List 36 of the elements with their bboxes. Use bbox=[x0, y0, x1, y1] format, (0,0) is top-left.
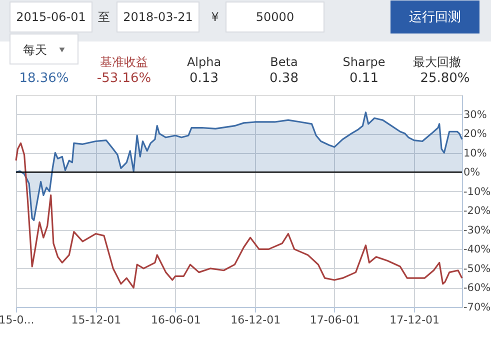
y-tick-label: 0% bbox=[464, 166, 480, 179]
y-tick-label: -50% bbox=[464, 262, 491, 275]
y-tick-label: -60% bbox=[464, 282, 491, 294]
x-tick-label: 15-0... bbox=[0, 314, 34, 326]
x-tick-label: 17-06-01 bbox=[310, 314, 360, 326]
y-tick-label: -10% bbox=[464, 186, 491, 198]
text: 基准收益 bbox=[100, 55, 148, 69]
text: 最大回撤 bbox=[413, 55, 461, 69]
y-tick-label: -20% bbox=[464, 205, 491, 218]
y-tick-label: 20% bbox=[464, 128, 487, 140]
text: 2018-03-21 bbox=[123, 10, 193, 24]
text: 0.38 bbox=[270, 71, 298, 86]
x-tick-label: 16-12-01 bbox=[230, 314, 281, 326]
y-tick-label: -70% bbox=[464, 302, 491, 314]
text: 18.36% bbox=[19, 71, 69, 86]
text: ¥ bbox=[211, 10, 220, 24]
text: 每天 bbox=[23, 43, 47, 57]
text: -53.16% bbox=[96, 71, 152, 86]
y-tick-label: 10% bbox=[464, 147, 487, 160]
y-tick-label: 30% bbox=[464, 108, 487, 121]
line-series bbox=[15, 142, 463, 289]
text: 25.80% bbox=[420, 71, 470, 86]
x-tick-label: 17-12-01 bbox=[390, 314, 440, 326]
text: 运行回测 bbox=[409, 10, 461, 25]
text: 50000 bbox=[256, 10, 294, 24]
y-tick-label: -30% bbox=[464, 224, 491, 236]
text: 0.11 bbox=[350, 71, 378, 86]
text: Alpha bbox=[186, 55, 222, 69]
text: 至 bbox=[98, 10, 110, 24]
text: 0.13 bbox=[190, 71, 218, 86]
text: Beta bbox=[270, 55, 298, 69]
y-tick-label: -40% bbox=[464, 244, 491, 256]
text: 2015-06-01 bbox=[16, 10, 86, 24]
x-tick-label: 15-12-01 bbox=[71, 314, 122, 326]
text: Sharpe bbox=[342, 55, 386, 69]
x-tick-label: 16-06-01 bbox=[150, 314, 201, 326]
